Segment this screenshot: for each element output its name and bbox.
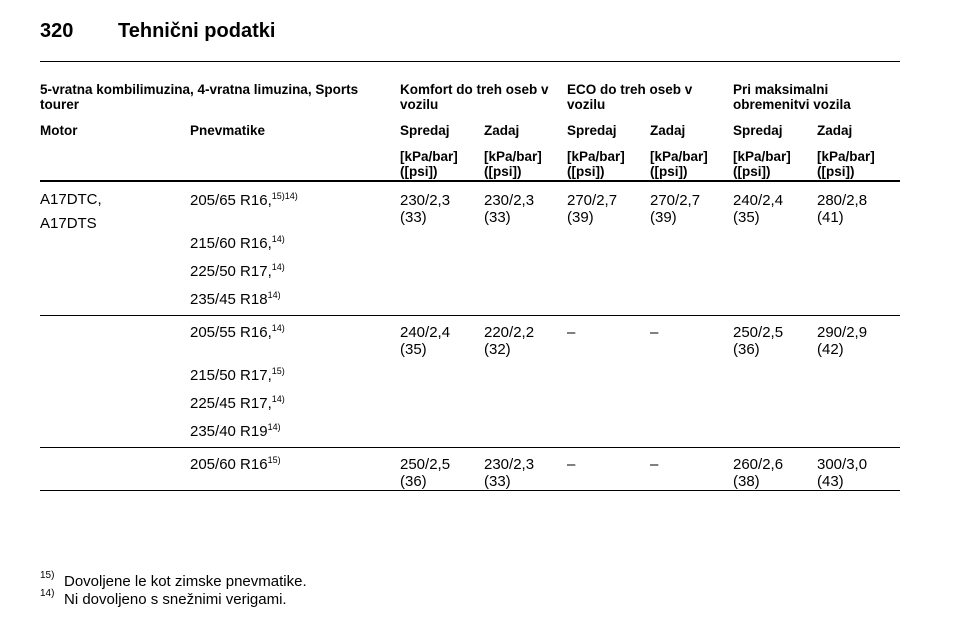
tire: 215/50 R17,15) xyxy=(190,366,285,385)
pressure: 300/3,0 (43) xyxy=(817,456,868,490)
tire-size: 215/50 R17, xyxy=(190,367,272,384)
footnote-mark: 14) xyxy=(40,588,55,599)
footnote-ref: 14) xyxy=(267,290,281,300)
tire-size: 235/40 R19 xyxy=(190,423,268,440)
tire: 225/50 R17,14) xyxy=(190,262,285,281)
tire: 225/45 R17,14) xyxy=(190,394,285,413)
column-header: Spredaj xyxy=(567,123,617,138)
footnote-ref: 14) xyxy=(271,262,285,272)
footnote-text: Ni dovoljeno s snežnimi verigami. xyxy=(64,591,287,608)
pressure: 250/2,5 (36) xyxy=(400,456,451,490)
row-rule xyxy=(40,315,900,316)
pressure: 230/2,3 (33) xyxy=(484,192,535,226)
unit-header: [kPa/bar] ([psi]) xyxy=(484,149,542,179)
column-header: Zadaj xyxy=(817,123,853,138)
unit-header: [kPa/bar] ([psi]) xyxy=(567,149,625,179)
column-header: Motor xyxy=(40,123,78,138)
row-rule xyxy=(40,490,900,491)
tire: 205/60 R1615) xyxy=(190,455,281,474)
pressure: 270/2,7 (39) xyxy=(650,192,701,226)
footnote-ref: 14) xyxy=(271,394,285,404)
pressure: 240/2,4 (35) xyxy=(733,192,784,226)
tire-size: 205/60 R16 xyxy=(190,456,268,473)
column-header: Zadaj xyxy=(484,123,520,138)
footnote-text: Dovoljene le kot zimske pnevmatike. xyxy=(64,573,307,590)
pressure: – xyxy=(650,324,659,341)
column-header: Spredaj xyxy=(733,123,783,138)
column-header: Zadaj xyxy=(650,123,686,138)
header-rule xyxy=(40,180,900,182)
group-header: ECO do treh oseb v vozilu xyxy=(567,82,693,112)
pressure: 230/2,3 (33) xyxy=(484,456,535,490)
pressure: 270/2,7 (39) xyxy=(567,192,618,226)
tire-size: 205/65 R16, xyxy=(190,192,272,209)
motor: A17DTC, A17DTS xyxy=(40,191,102,232)
page-title: Tehnični podatki xyxy=(118,20,276,42)
unit-header: [kPa/bar] ([psi]) xyxy=(650,149,708,179)
column-header: Pnevmatike xyxy=(190,123,266,138)
pressure: 240/2,4 (35) xyxy=(400,324,451,358)
tire-size: 235/45 R18 xyxy=(190,291,268,308)
pressure: 260/2,6 (38) xyxy=(733,456,784,490)
footnote-ref: 15) xyxy=(271,366,285,376)
pressure: 280/2,8 (41) xyxy=(817,192,868,226)
tire-size: 205/55 R16, xyxy=(190,324,272,341)
pressure: 290/2,9 (42) xyxy=(817,324,868,358)
pressure: – xyxy=(567,324,576,341)
pressure: – xyxy=(567,456,576,473)
pressure: – xyxy=(650,456,659,473)
group-header: 5-vratna kombilimuzina, 4-vratna limuzin… xyxy=(40,82,359,112)
footnote-ref: 15) xyxy=(267,455,281,465)
group-header: Komfort do treh oseb v vozilu xyxy=(400,82,549,112)
footnote-ref: 15)14) xyxy=(271,191,298,201)
header-rule xyxy=(40,61,900,62)
tire-size: 225/50 R17, xyxy=(190,263,272,280)
group-header: Pri maksimalni obremenitvi vozila xyxy=(733,82,851,112)
tire: 235/40 R1914) xyxy=(190,422,281,441)
page-number: 320 xyxy=(40,20,74,42)
unit-header: [kPa/bar] ([psi]) xyxy=(733,149,791,179)
footnote-ref: 14) xyxy=(267,422,281,432)
pressure: 230/2,3 (33) xyxy=(400,192,451,226)
column-header: Spredaj xyxy=(400,123,450,138)
pressure: 250/2,5 (36) xyxy=(733,324,784,358)
unit-header: [kPa/bar] ([psi]) xyxy=(400,149,458,179)
tire-size: 225/45 R17, xyxy=(190,395,272,412)
tire: 215/60 R16,14) xyxy=(190,234,285,253)
footnote-ref: 14) xyxy=(271,234,285,244)
tire-size: 215/60 R16, xyxy=(190,235,272,252)
footnote-mark: 15) xyxy=(40,570,55,581)
unit-header: [kPa/bar] ([psi]) xyxy=(817,149,875,179)
tire: 235/45 R1814) xyxy=(190,290,281,309)
row-rule xyxy=(40,447,900,448)
footnote-ref: 14) xyxy=(271,323,285,333)
pressure: 220/2,2 (32) xyxy=(484,324,535,358)
tire: 205/55 R16,14) xyxy=(190,323,285,342)
tire: 205/65 R16,15)14) xyxy=(190,191,298,210)
